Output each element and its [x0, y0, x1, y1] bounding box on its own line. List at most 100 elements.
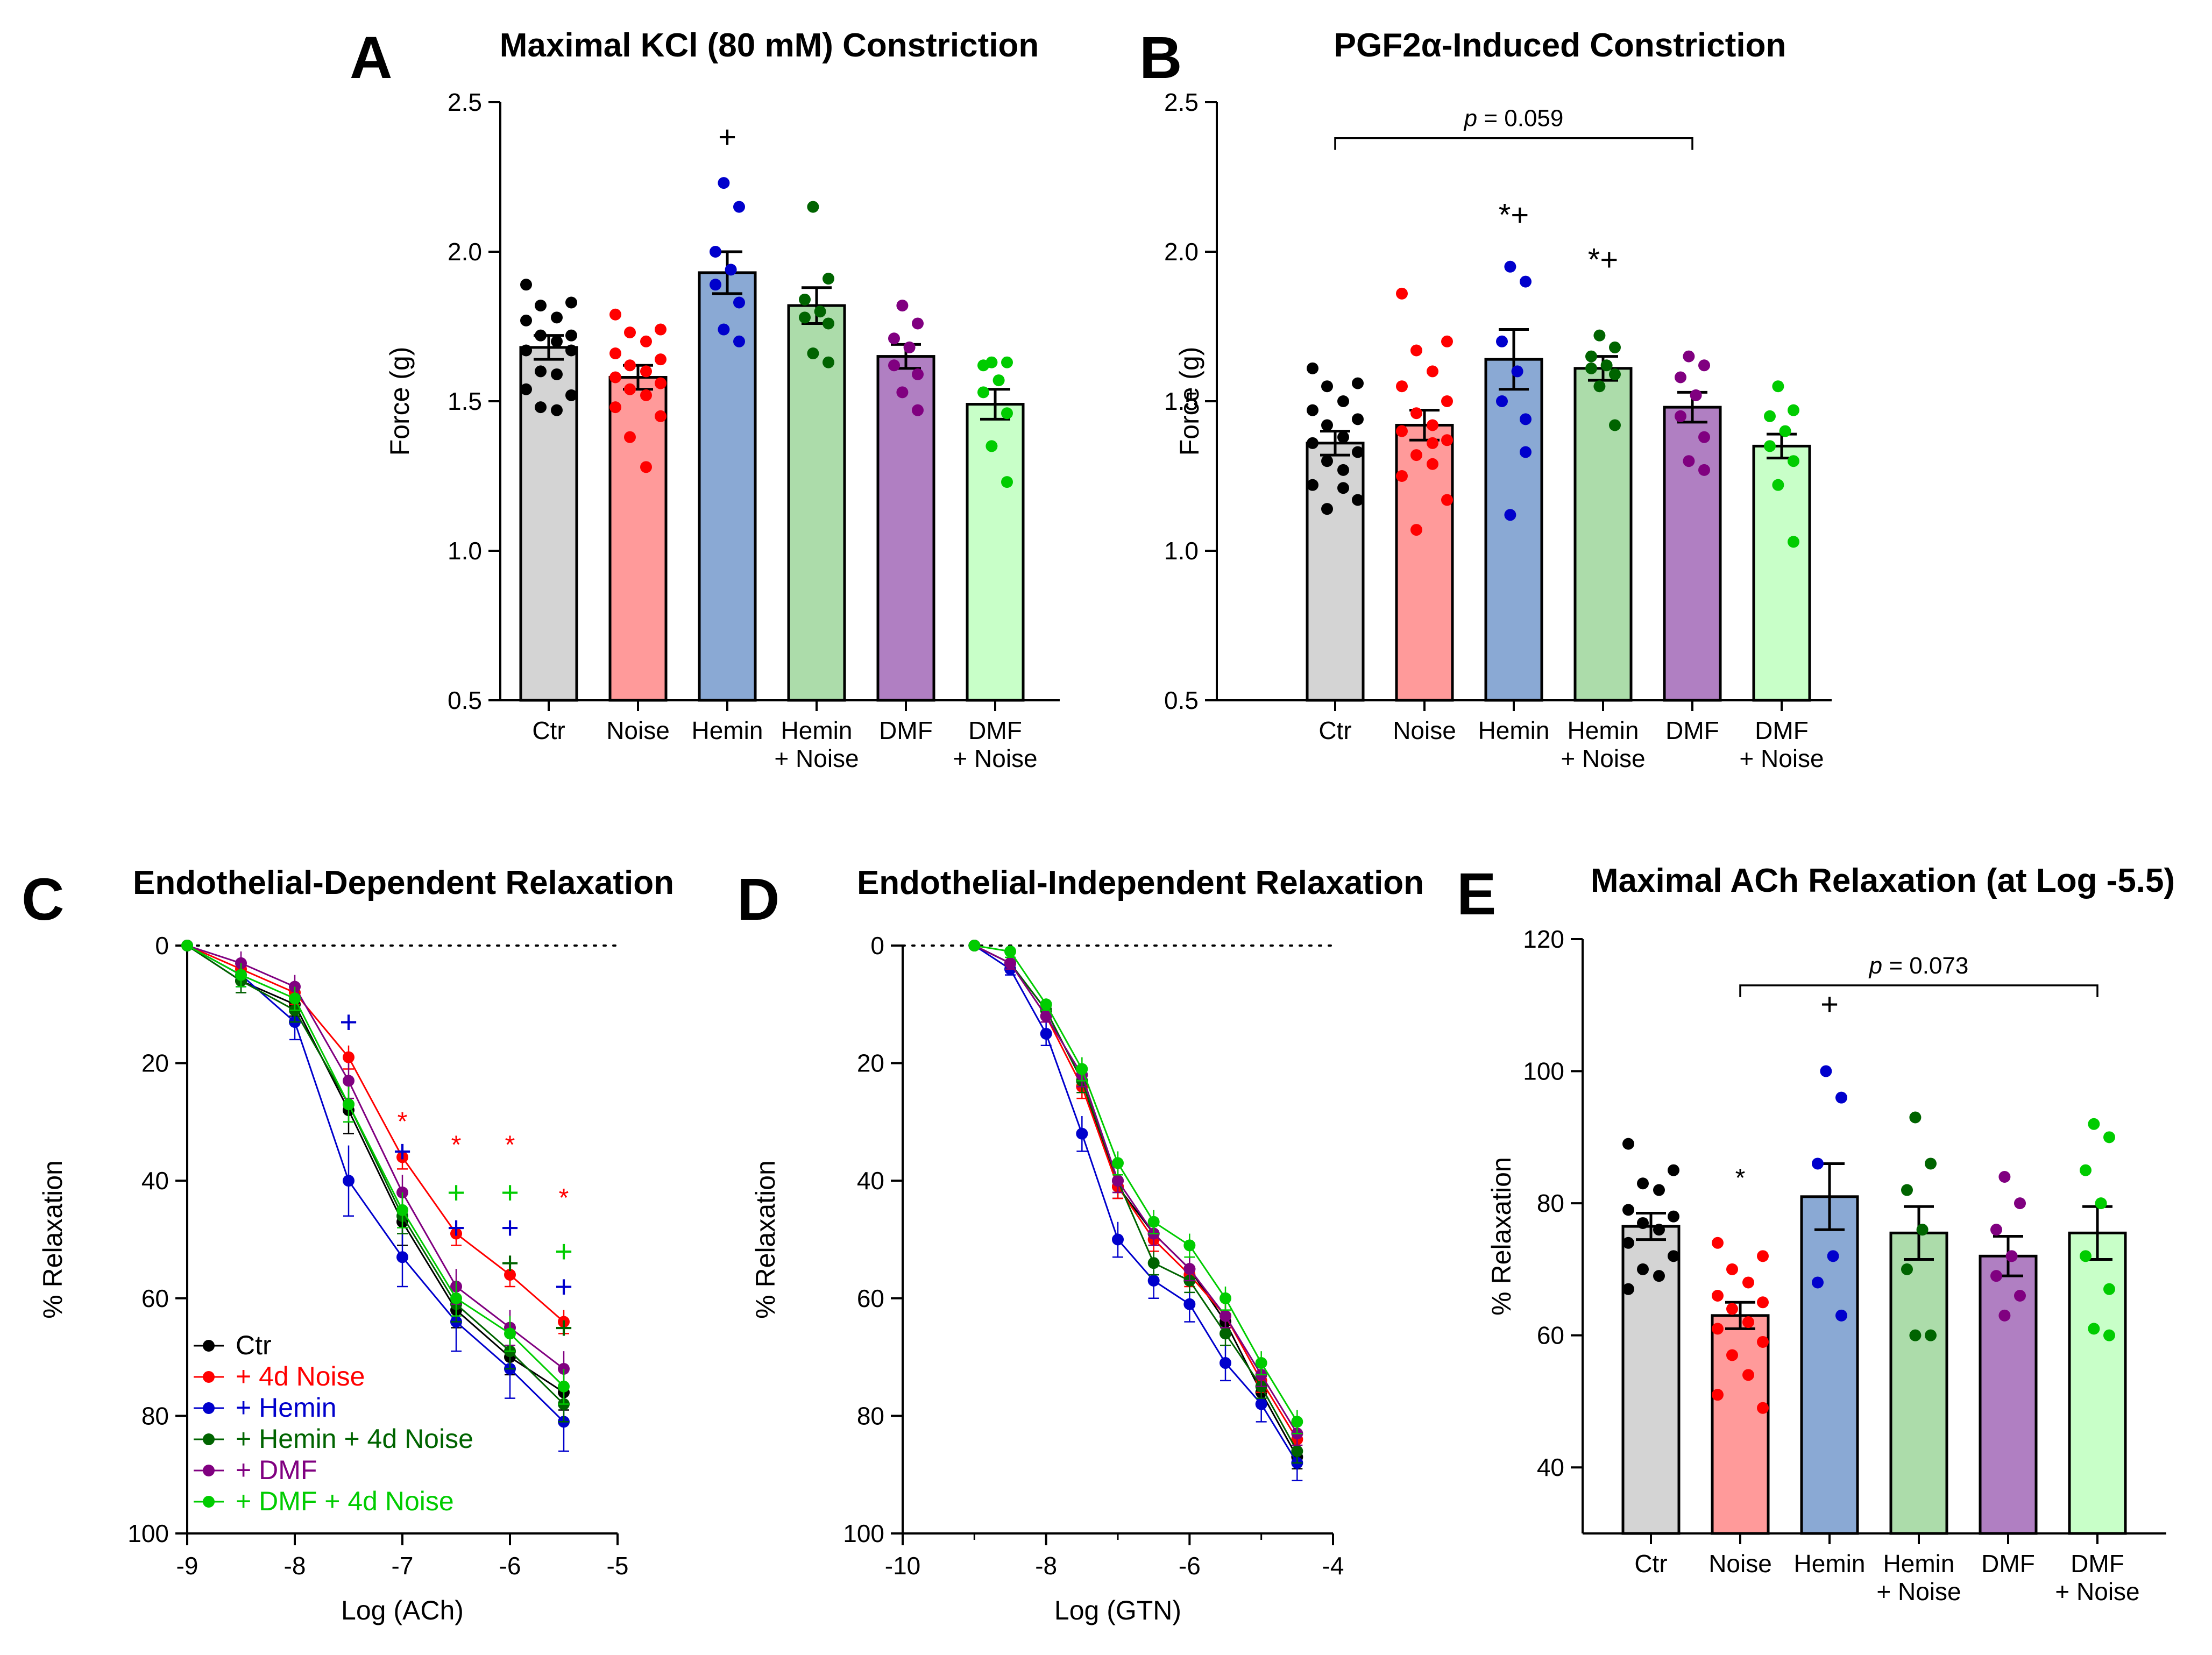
y-tick-label: 100 [127, 1519, 169, 1547]
p-symbol: p [1463, 105, 1477, 132]
data-point [1788, 455, 1799, 467]
data-point [912, 368, 924, 380]
legend-item-Noise: + 4d Noise [194, 1361, 365, 1391]
data-point [1585, 362, 1597, 374]
data-point [1337, 395, 1349, 407]
legend: Ctr+ 4d Noise+ Hemin+ Hemin + 4d Noise+ … [194, 1330, 473, 1516]
category-label: Ctr [1318, 716, 1351, 744]
category-label: Noise [606, 716, 670, 744]
data-point [1712, 1290, 1724, 1302]
bar-group-DMFNoise: DMF+ Noise [953, 356, 1038, 772]
legend-label: Ctr [236, 1330, 272, 1360]
data-point [733, 335, 745, 347]
y-axis-label: % Relaxation [38, 1160, 68, 1319]
data-point [565, 344, 577, 357]
data-point [1998, 1309, 2011, 1322]
data-point [968, 940, 981, 951]
data-point [1001, 476, 1013, 488]
x-axis-label: Log (ACh) [341, 1595, 464, 1625]
data-point [1427, 419, 1438, 431]
data-point [551, 404, 563, 416]
data-point [1742, 1369, 1754, 1381]
bar [1979, 1254, 2038, 1535]
data-point [655, 353, 667, 366]
series-line [187, 944, 564, 1370]
legend-marker [203, 1433, 215, 1445]
data-point [609, 401, 621, 414]
data-point [551, 311, 563, 324]
series-HeminNoise [968, 940, 1303, 1464]
data-point [640, 365, 652, 378]
data-point [1637, 1177, 1649, 1190]
data-point [1622, 1283, 1634, 1295]
significance-marker: * [505, 1131, 515, 1160]
data-point [1690, 389, 1702, 401]
data-point [2095, 1197, 2107, 1210]
data-point [896, 300, 909, 312]
legend-marker [203, 1402, 215, 1414]
bar [2068, 1231, 2127, 1535]
data-point [1076, 1127, 1088, 1140]
data-point [1726, 1303, 1738, 1315]
data-point [2088, 1323, 2100, 1335]
bar-group-Ctr: Ctr [1306, 362, 1365, 744]
significance-marker: + [555, 1310, 573, 1345]
data-point [1593, 329, 1606, 342]
bar-group-HeminNoise: Hemin+ Noise [774, 201, 859, 772]
bar-group-DMF: DMF [1663, 350, 1722, 744]
y-tick-label: 40 [141, 1167, 169, 1195]
category-label: DMF [1665, 716, 1719, 744]
panel-letter: A [350, 25, 392, 91]
y-tick-label: 100 [843, 1519, 884, 1547]
chart-title: Maximal ACh Relaxation (at Log -5.5) [1591, 862, 2175, 899]
data-point [624, 359, 636, 372]
data-point [1337, 482, 1349, 494]
series-line [187, 944, 565, 1387]
legend-label: + Hemin + 4d Noise [236, 1424, 473, 1454]
y-tick-label: 0 [870, 932, 884, 960]
significance-marker: * [559, 1184, 569, 1212]
panel-B: B PGF2α-Induced Constriction 0.5 1.0 1.5 2.0 2… [1139, 25, 1832, 772]
data-point [1901, 1184, 1913, 1196]
data-point [1925, 1157, 1937, 1170]
data-point [1622, 1237, 1634, 1249]
data-point [655, 410, 667, 422]
panel-letter: B [1139, 25, 1182, 91]
data-point [1147, 1216, 1160, 1228]
data-point [535, 401, 547, 414]
significance-marker: *+ [1588, 243, 1618, 278]
significance-marker: + [501, 1175, 519, 1210]
data-point [343, 1175, 355, 1187]
data-point [1427, 365, 1438, 378]
data-point [1307, 437, 1318, 449]
data-point [1520, 413, 1532, 425]
significance-marker: + [555, 1269, 573, 1304]
data-point [1337, 464, 1349, 476]
data-point [1220, 1292, 1231, 1304]
category-label: DMF [968, 716, 1022, 744]
bar-group-DMF: DMF [876, 300, 935, 744]
data-point [1504, 509, 1516, 521]
bar [966, 403, 1025, 702]
bar-group-Hemin: Hemin [1478, 260, 1549, 744]
data-point [1352, 377, 1364, 389]
bar [608, 376, 668, 702]
data-point [558, 1380, 570, 1393]
p-value-bracket: p = 0.059 [1334, 105, 1693, 150]
data-point [1668, 1250, 1679, 1262]
significance-marker: + [718, 120, 736, 155]
series-line [187, 944, 564, 1393]
data-point [1307, 479, 1318, 491]
data-point [718, 177, 730, 189]
data-point [888, 359, 900, 372]
data-point [1352, 494, 1364, 506]
p-value: = 0.073 [1882, 953, 1968, 979]
data-point [1147, 1275, 1160, 1287]
data-point [1609, 368, 1621, 380]
data-point [1220, 1310, 1231, 1322]
bar [876, 355, 935, 702]
bar [1663, 406, 1722, 702]
category-label: Hemin [781, 716, 853, 744]
y-axis-label: % Relaxation [750, 1160, 781, 1319]
